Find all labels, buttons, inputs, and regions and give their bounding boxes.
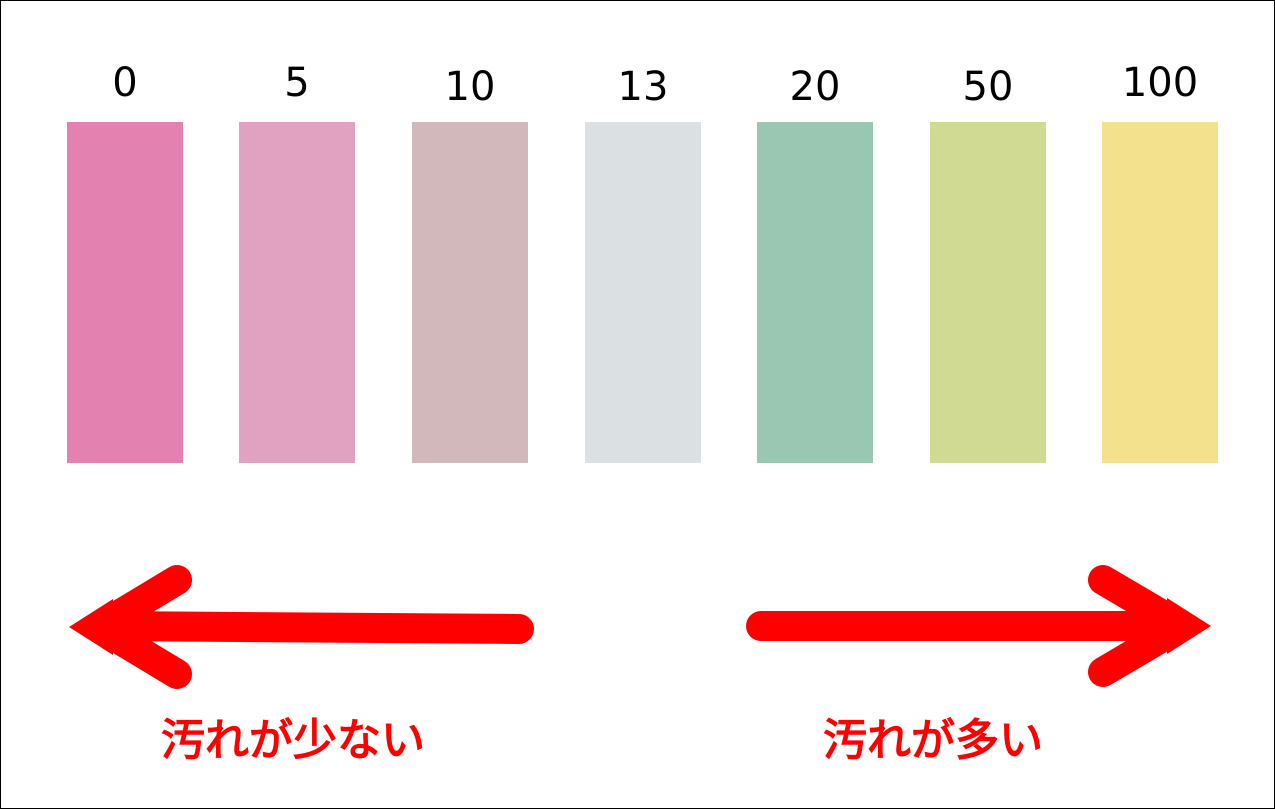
swatch-label: 5 <box>284 60 310 106</box>
color-swatch <box>585 122 701 463</box>
color-swatch <box>757 122 873 463</box>
right-arrow-icon <box>746 565 1211 687</box>
swatch-label: 100 <box>1121 60 1199 106</box>
color-swatch <box>930 122 1046 463</box>
swatch-label: 13 <box>617 64 669 110</box>
swatch-label: 0 <box>112 60 138 106</box>
less-dirt-caption: 汚れが少ない <box>161 715 425 766</box>
color-swatch <box>239 122 355 463</box>
swatch-label: 20 <box>789 64 841 110</box>
swatch-label: 50 <box>962 64 1014 110</box>
more-dirt-caption: 汚れが多い <box>823 715 1043 766</box>
left-arrow-icon <box>69 565 534 689</box>
color-swatch <box>67 122 183 463</box>
color-swatch <box>1102 122 1218 463</box>
color-swatch <box>412 122 528 463</box>
swatch-label: 10 <box>444 64 496 110</box>
